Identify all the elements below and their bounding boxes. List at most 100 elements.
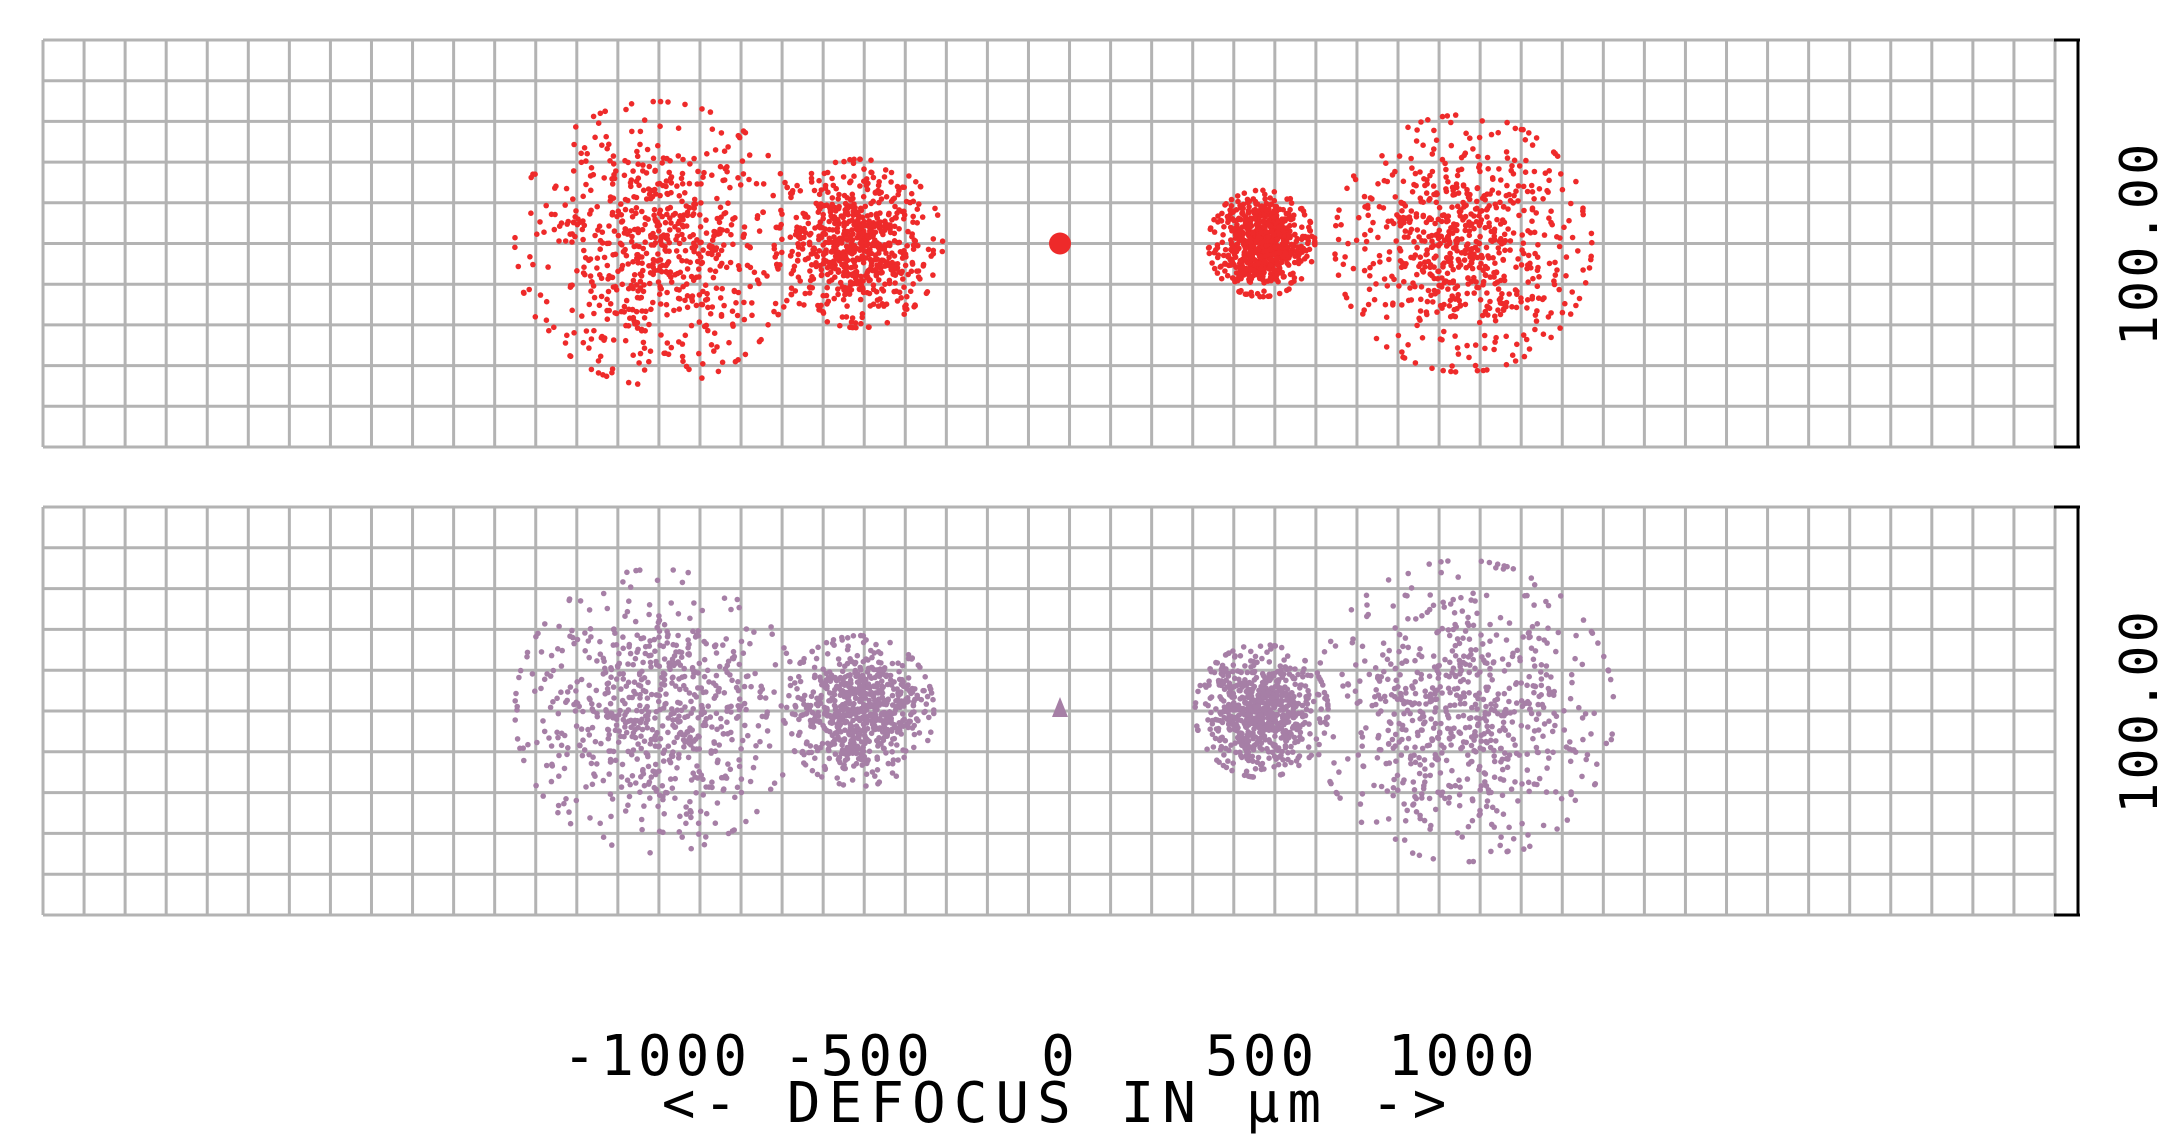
spot-point [1487, 298, 1493, 305]
spot-point [1576, 295, 1583, 302]
spot-point [760, 209, 766, 216]
spot-point [1392, 194, 1399, 200]
spot-point [1501, 231, 1508, 238]
spot-point [604, 262, 611, 269]
spot-point [1558, 171, 1564, 177]
spot-point [1503, 192, 1510, 199]
spot-point [711, 348, 717, 354]
spot-point [1479, 208, 1485, 214]
spot-point [679, 222, 686, 229]
spot-point [836, 191, 842, 198]
spot-point [797, 660, 803, 667]
spot-point [648, 306, 654, 313]
spot-point [1404, 215, 1411, 222]
spot-point [1292, 681, 1298, 688]
spot-point [934, 212, 941, 218]
spot-point [720, 731, 727, 737]
spot-point [1317, 676, 1323, 683]
spot-point [873, 702, 880, 709]
spot-point [847, 721, 853, 727]
spot-point [515, 263, 522, 270]
spot-point [1473, 238, 1480, 245]
spot-point [1276, 249, 1283, 256]
spot-point [1411, 238, 1417, 245]
spot-point [1215, 725, 1222, 732]
spot-point [679, 834, 685, 840]
spot-point [1546, 177, 1552, 184]
spot-point [605, 726, 611, 733]
spot-point [586, 654, 592, 661]
spot-point [854, 245, 860, 252]
spot-point [660, 705, 667, 711]
spot-point [795, 251, 802, 258]
spot-point [891, 735, 898, 742]
spot-point [633, 205, 640, 211]
spot-point [1293, 248, 1300, 255]
spot-point [836, 754, 843, 761]
spot-point [551, 324, 557, 331]
spot-point [858, 282, 865, 289]
spot-point [1563, 254, 1570, 260]
spot-point [916, 201, 922, 207]
spot-point [1518, 126, 1525, 133]
spot-point [729, 828, 736, 834]
spot-point [606, 273, 612, 279]
spot-point [787, 682, 794, 689]
spot-point [1478, 252, 1485, 259]
spot-point [860, 639, 867, 646]
spot-point [1513, 264, 1519, 271]
spot-point [650, 98, 656, 105]
spot-point [1222, 246, 1229, 253]
spot-point [1486, 305, 1493, 312]
spot-point [1427, 172, 1433, 179]
spot-point [1425, 287, 1432, 294]
spot-point [923, 701, 930, 707]
spot-point [642, 643, 649, 650]
spot-point [695, 715, 701, 721]
spot-point [573, 208, 579, 214]
spot-point [648, 691, 655, 698]
spot-point [1477, 233, 1483, 240]
spot-point [1500, 256, 1506, 263]
spot-point [736, 757, 742, 763]
spot-point [1321, 730, 1328, 736]
spot-point [512, 244, 518, 251]
spot-point [720, 642, 726, 648]
spot-point [1397, 248, 1404, 254]
spot-point [1556, 286, 1562, 293]
spot-point [1292, 700, 1299, 707]
spot-point [1229, 767, 1235, 774]
spot-point [732, 794, 738, 801]
spot-point [1263, 242, 1270, 249]
spot-point [1312, 240, 1318, 247]
spot-point [1445, 213, 1452, 219]
spot-point [892, 215, 898, 221]
spot-point [654, 577, 661, 584]
spot-point [851, 259, 858, 265]
spot-point [687, 615, 693, 622]
spot-point [896, 207, 902, 213]
spot-point [1321, 689, 1328, 696]
spot-point [513, 690, 519, 697]
spot-point [681, 673, 688, 680]
spot-point [604, 240, 610, 247]
spot-point [1274, 236, 1281, 243]
spot-point [864, 289, 871, 296]
spot-point [767, 786, 774, 793]
spot-point [874, 264, 880, 271]
spot-point [858, 753, 864, 760]
spot-point [821, 250, 827, 256]
spot-point [521, 757, 527, 764]
spot-point [838, 729, 844, 735]
spot-point [697, 808, 704, 815]
spot-point [1588, 256, 1594, 263]
spot-point [608, 674, 614, 680]
spot-point [713, 710, 720, 717]
spot-point [530, 171, 536, 177]
spot-point [770, 192, 776, 199]
spot-point [1448, 368, 1454, 375]
spot-point [727, 766, 734, 773]
spot-point [1252, 723, 1259, 729]
spot-point [809, 767, 816, 774]
spot-point [886, 254, 892, 261]
